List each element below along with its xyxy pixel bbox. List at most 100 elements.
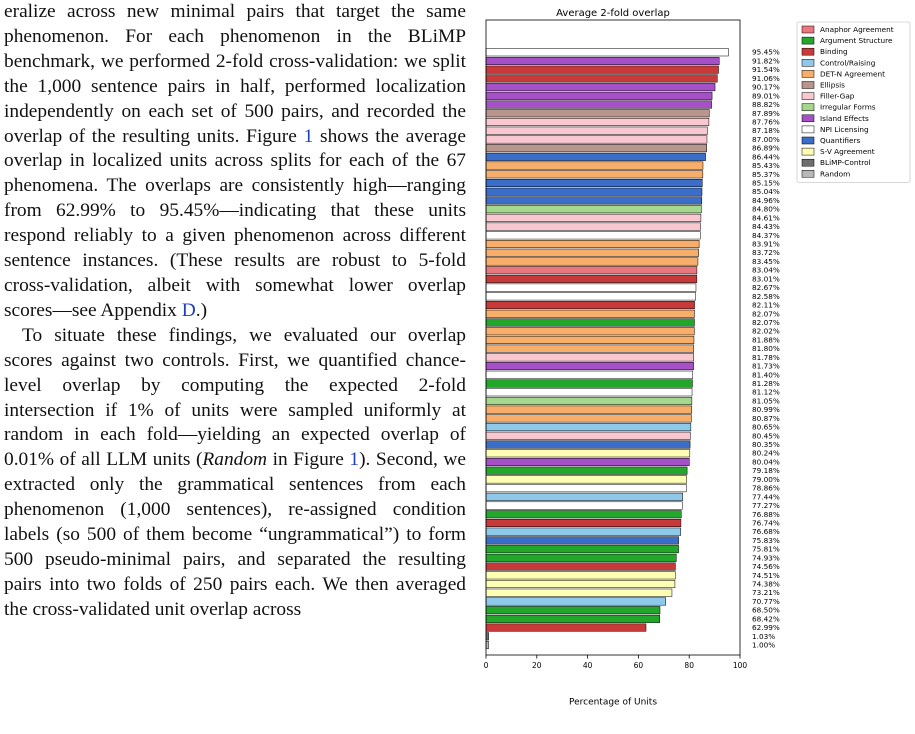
bar <box>485 292 697 301</box>
value-label: 80.65% <box>752 423 780 432</box>
bar <box>485 48 729 57</box>
legend-label: Control/Raising <box>820 58 875 67</box>
value-label: 77.44% <box>752 492 780 501</box>
bar <box>485 379 693 388</box>
bar <box>485 231 701 240</box>
bar <box>485 396 693 405</box>
legend-swatch <box>801 36 815 45</box>
text-run: shows the average overlap in localized u… <box>4 125 466 321</box>
appendix-link[interactable]: D <box>181 299 196 321</box>
x-tick-label: 20 <box>532 661 542 670</box>
bar <box>485 266 698 275</box>
value-label: 87.89% <box>752 109 780 118</box>
bar <box>485 248 699 257</box>
value-label: 80.45% <box>752 431 780 440</box>
value-label: 74.51% <box>752 571 780 580</box>
legend-frame <box>796 21 911 183</box>
value-label: 82.58% <box>752 292 780 301</box>
bar <box>485 484 687 493</box>
legend-label: Random <box>820 169 850 178</box>
figure-link[interactable]: 1 <box>303 125 314 147</box>
bar <box>485 545 679 554</box>
value-label: 81.28% <box>752 379 780 388</box>
bar <box>485 510 682 519</box>
legend-swatch <box>801 158 815 167</box>
bar <box>485 274 698 283</box>
bar <box>485 414 692 423</box>
value-label: 75.83% <box>752 536 780 545</box>
bar <box>485 440 691 449</box>
value-label: 74.56% <box>752 562 780 571</box>
legend-swatch <box>801 47 815 56</box>
value-label: 87.00% <box>752 135 780 144</box>
legend-swatch <box>801 103 815 111</box>
value-label: 76.68% <box>752 527 780 536</box>
legend-label: Filler-Gap <box>820 92 855 101</box>
legend-swatch <box>801 147 815 156</box>
value-label: 83.01% <box>752 274 780 283</box>
value-label: 95.45% <box>752 48 780 57</box>
value-label: 81.88% <box>752 335 780 344</box>
bar <box>485 580 676 589</box>
legend-swatch <box>801 136 815 145</box>
value-label: 79.00% <box>752 475 780 484</box>
text-run: .) <box>195 299 208 321</box>
x-tick-label: 0 <box>484 661 489 670</box>
value-label: 81.12% <box>752 388 780 397</box>
value-label: 91.82% <box>752 56 780 65</box>
bar <box>485 301 695 310</box>
x-tick-label: 100 <box>733 661 748 670</box>
bar <box>485 344 695 353</box>
legend-swatch <box>801 114 815 123</box>
bar <box>485 135 708 144</box>
x-tick-label: 40 <box>583 661 593 670</box>
bar <box>485 423 692 432</box>
bar <box>485 536 679 545</box>
bar <box>485 117 710 126</box>
value-label: 87.18% <box>752 126 780 135</box>
bar <box>485 170 704 179</box>
value-label: 83.72% <box>752 248 780 257</box>
bar <box>485 518 682 527</box>
bar <box>485 205 702 214</box>
figure-link[interactable]: 1 <box>349 449 360 471</box>
legend-swatch <box>801 170 815 178</box>
value-label: 73.21% <box>752 588 780 597</box>
value-label: 83.04% <box>752 266 780 275</box>
legend-swatch <box>801 125 815 134</box>
value-label: 81.05% <box>752 396 780 405</box>
value-label: 82.67% <box>752 283 780 292</box>
value-label: 75.81% <box>752 545 780 554</box>
x-tick-label: 80 <box>684 661 694 670</box>
bar <box>485 614 661 623</box>
value-label: 79.18% <box>752 466 780 475</box>
bar <box>485 100 712 109</box>
bar <box>485 571 676 580</box>
legend-swatch <box>801 59 815 67</box>
value-label: 81.80% <box>752 344 780 353</box>
bar <box>485 213 702 222</box>
bar <box>485 187 703 196</box>
value-label: 1.03% <box>752 632 775 641</box>
text-run: eralize across new minimal pairs that ta… <box>4 1 466 147</box>
legend-swatch <box>801 81 815 89</box>
value-label: 81.73% <box>752 362 780 371</box>
value-label: 81.78% <box>752 353 780 362</box>
value-label: 82.07% <box>752 318 780 327</box>
bar <box>485 240 700 249</box>
bar <box>485 179 703 188</box>
value-label: 82.02% <box>752 327 780 336</box>
legend-swatch <box>801 70 815 78</box>
bar <box>485 283 697 292</box>
value-label: 85.15% <box>752 179 780 188</box>
value-label: 74.38% <box>752 580 780 589</box>
value-label: 84.37% <box>752 231 780 240</box>
bar <box>485 335 695 344</box>
bar <box>485 388 693 397</box>
value-label: 81.40% <box>752 370 780 379</box>
text-run: in Figure <box>267 449 350 471</box>
value-label: 85.04% <box>752 187 780 196</box>
bar <box>485 309 695 318</box>
